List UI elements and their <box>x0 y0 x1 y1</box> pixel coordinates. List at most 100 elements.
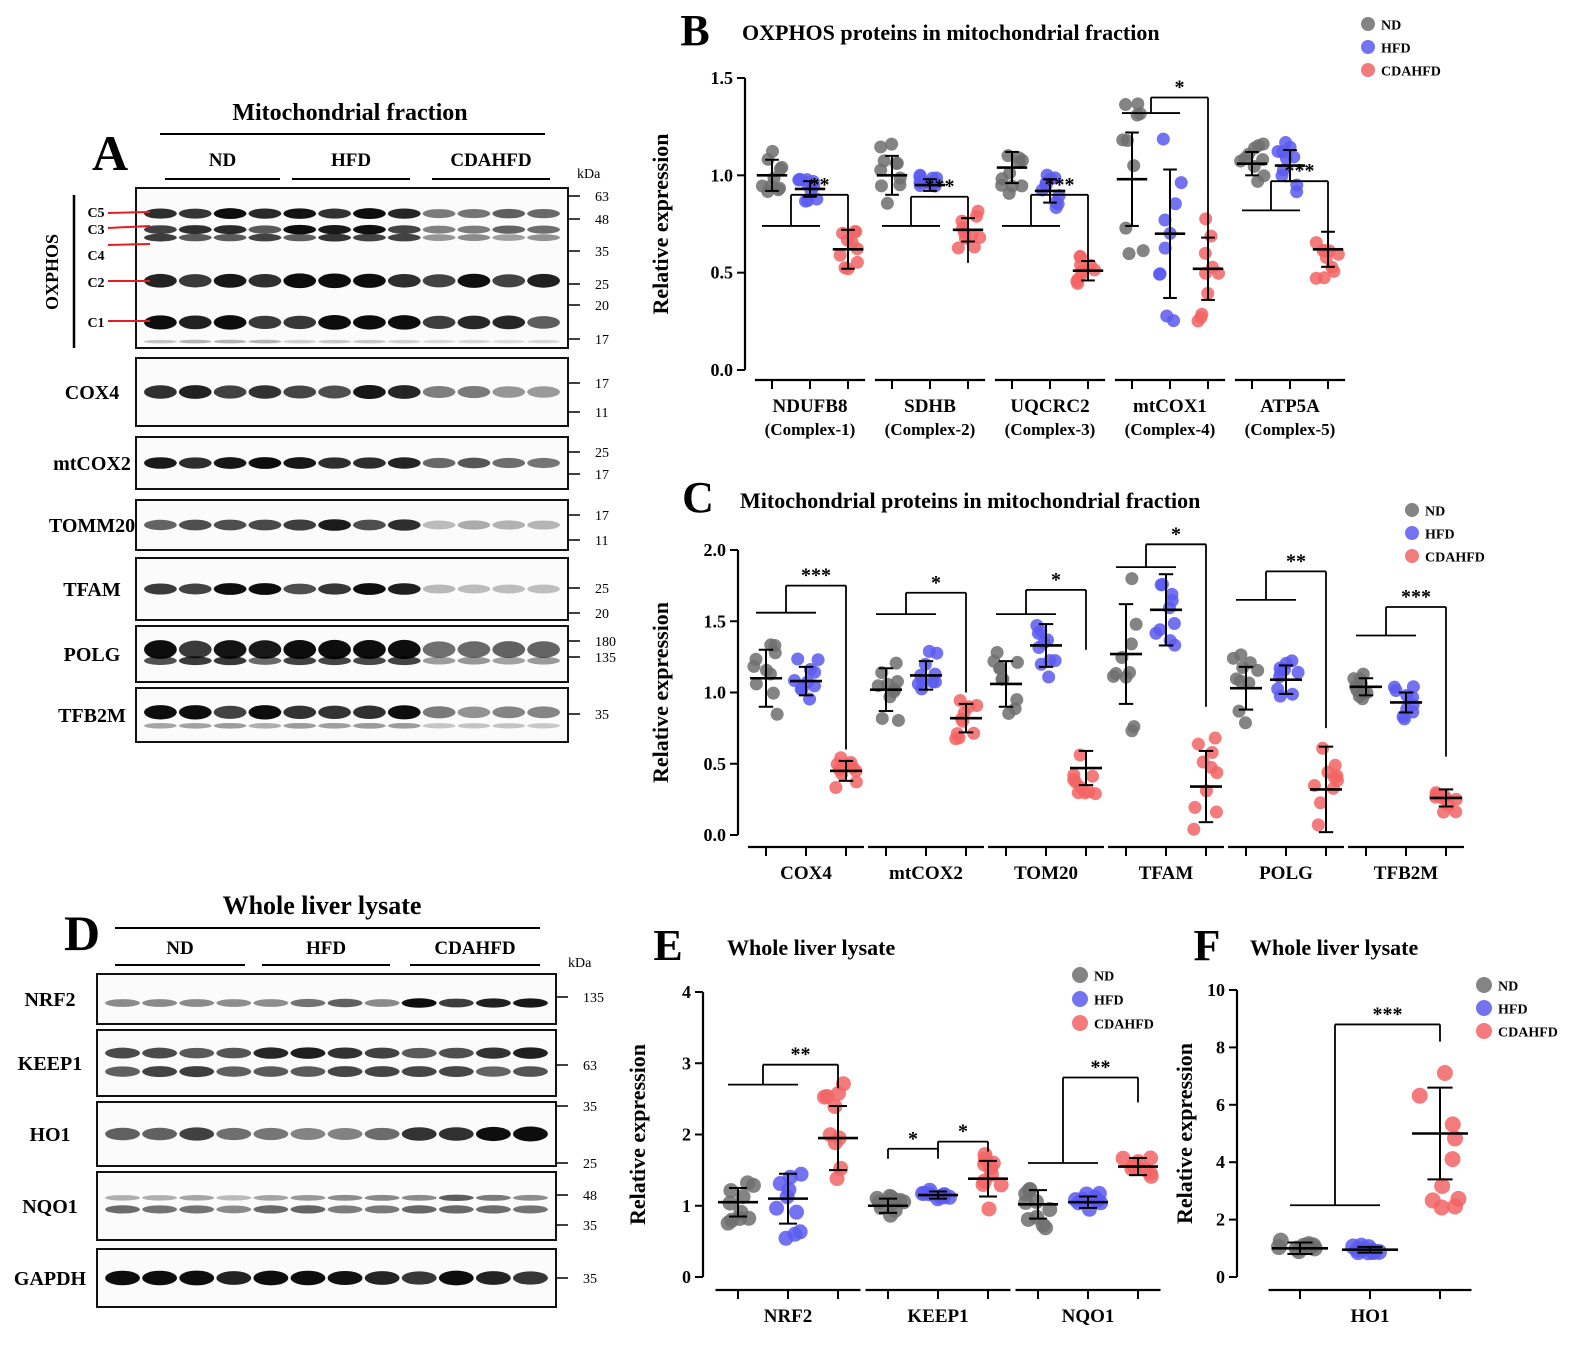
data-point-nd <box>891 713 905 727</box>
band <box>438 1205 474 1214</box>
marker-label: 135 <box>595 651 616 666</box>
data-point-cdahfd <box>1198 246 1212 260</box>
data-point-nd <box>1256 137 1270 151</box>
band <box>142 1047 178 1059</box>
band <box>283 315 317 330</box>
data-point-hfd <box>778 1230 794 1246</box>
band <box>387 274 421 288</box>
band <box>213 656 247 666</box>
category-label: TFB2M <box>1374 863 1438 884</box>
band <box>283 705 317 720</box>
band <box>401 1047 437 1059</box>
data-point-nd <box>765 144 779 158</box>
band <box>327 1066 363 1078</box>
panel-C-chart: 0.0 0.5 1.0 1.5 2.0 Relative expression Mitoch… <box>648 488 1464 884</box>
band <box>105 999 140 1007</box>
data-point-nd <box>1247 159 1261 173</box>
category-label: NDUFB8 <box>773 396 848 417</box>
band <box>513 1194 548 1201</box>
band <box>318 339 351 344</box>
complex-pointer <box>107 211 151 214</box>
significance-label: * <box>931 572 941 594</box>
band <box>353 208 386 220</box>
data-point-cdahfd <box>1433 1199 1450 1216</box>
band <box>527 225 560 234</box>
band <box>327 1270 363 1286</box>
band <box>142 999 178 1007</box>
band <box>318 224 351 235</box>
band <box>457 273 491 288</box>
band <box>283 583 317 595</box>
band <box>142 1127 178 1141</box>
data-point-nd <box>1251 174 1265 188</box>
data-point-cdahfd <box>1328 758 1342 772</box>
band <box>422 315 456 330</box>
data-point-hfd <box>792 1224 808 1240</box>
band <box>318 385 351 399</box>
data-point-cdahfd <box>850 255 864 269</box>
marker-label: 35 <box>595 245 609 260</box>
data-point-cdahfd <box>1327 264 1341 278</box>
marker-label: 180 <box>595 635 616 650</box>
data-point-cdahfd <box>1330 769 1344 783</box>
significance-label: ** <box>1091 1057 1111 1079</box>
legend-marker-hfd <box>1405 526 1419 540</box>
blot-d-title: Whole liver lysate <box>223 891 422 920</box>
band <box>144 315 177 330</box>
band <box>422 706 456 719</box>
data-point-nd <box>1229 672 1243 686</box>
data-point-hfd <box>1285 654 1299 668</box>
data-point-hfd <box>1273 661 1287 675</box>
blot-frame <box>96 1029 557 1097</box>
legend-marker-cdahfd <box>1072 1015 1088 1031</box>
band <box>283 208 317 219</box>
band <box>387 583 421 595</box>
band <box>475 1205 511 1214</box>
category-label: COX4 <box>780 863 832 884</box>
y-tick-label: 10 <box>1207 980 1225 1000</box>
data-point-hfd <box>1158 241 1172 255</box>
significance-label: * <box>1175 76 1185 98</box>
band <box>179 1270 215 1286</box>
band <box>364 1066 400 1078</box>
band <box>213 640 247 659</box>
band <box>475 1126 511 1142</box>
marker-label: 17 <box>595 468 609 483</box>
band <box>283 519 317 531</box>
data-point-cdahfd <box>1444 1151 1461 1168</box>
blot-label-gapdh: GAPDH <box>14 1268 87 1290</box>
band <box>253 1127 289 1141</box>
data-point-hfd <box>769 1200 785 1216</box>
band <box>364 1127 400 1141</box>
marker-label: 48 <box>583 1189 597 1204</box>
band <box>422 274 456 288</box>
data-point-cdahfd <box>977 1156 993 1172</box>
blot-tomm20 <box>135 499 569 551</box>
blot-oxphos <box>135 187 569 349</box>
data-point-cdahfd <box>1194 310 1208 324</box>
band <box>492 706 526 719</box>
marker-label: 17 <box>595 377 609 392</box>
band <box>248 519 282 531</box>
band <box>457 656 491 665</box>
data-point-cdahfd <box>833 1160 849 1176</box>
band <box>401 1271 437 1285</box>
band <box>283 457 317 469</box>
band <box>290 1205 326 1214</box>
blot-gapdh <box>96 1248 557 1308</box>
data-point-nd <box>880 196 894 210</box>
category-sublabel: (Complex-3) <box>1005 420 1096 439</box>
data-point-hfd <box>1034 624 1048 638</box>
marker-label: 35 <box>583 1272 597 1287</box>
band <box>527 656 560 665</box>
band <box>318 233 351 242</box>
band <box>492 641 526 658</box>
data-point-hfd <box>1153 267 1167 281</box>
data-point-nd <box>740 1175 756 1191</box>
band <box>216 1127 252 1141</box>
band <box>364 1194 400 1201</box>
significance-label: ** <box>1286 550 1306 572</box>
data-point-nd <box>885 137 899 151</box>
legend-label-nd: ND <box>1381 18 1401 33</box>
band <box>144 273 177 288</box>
